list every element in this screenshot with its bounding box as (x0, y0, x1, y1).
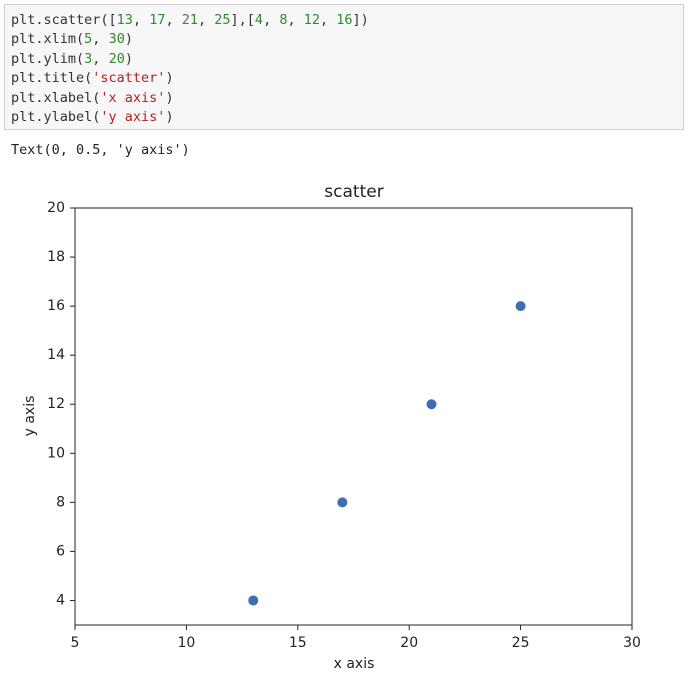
scatter-point (426, 399, 437, 410)
x-tick-label: 15 (289, 635, 307, 651)
y-tick-label: 18 (47, 249, 65, 265)
y-tick-label: 14 (47, 347, 65, 363)
code-line: plt.ylabel('y axis') (11, 109, 174, 126)
y-tick-label: 16 (47, 298, 65, 314)
x-tick-label: 10 (177, 635, 195, 651)
x-tick-label: 5 (71, 635, 80, 651)
y-tick-label: 20 (47, 200, 65, 216)
y-axis-label: y axis (22, 396, 38, 437)
y-tick-label: 10 (47, 445, 65, 461)
code-line: plt.scatter([13, 17, 21, 25],[4, 8, 12, … (11, 12, 369, 28)
y-tick-label: 4 (56, 592, 65, 608)
y-tick-label: 6 (56, 543, 65, 559)
output-text: Text(0, 0.5, 'y axis') (11, 142, 190, 158)
plot-frame (74, 207, 633, 626)
y-tick-label: 8 (56, 494, 65, 510)
x-tick-label: 25 (512, 635, 530, 651)
x-tick-label: 20 (400, 635, 418, 651)
code-line: plt.xlabel('x axis') (11, 89, 174, 106)
x-tick-label: 30 (623, 635, 641, 651)
code-cell[interactable]: plt.scatter([13, 17, 21, 25],[4, 8, 12, … (4, 4, 684, 130)
code-line: plt.xlim(5, 30) (11, 31, 133, 48)
code-line: plt.title('scatter') (11, 70, 174, 87)
chart-title: scatter (324, 182, 383, 202)
scatter-point (515, 301, 526, 312)
scatter-point (337, 497, 348, 508)
x-axis-label: x axis (334, 656, 375, 672)
y-tick-label: 12 (47, 396, 65, 412)
scatter-point (248, 595, 259, 606)
code-line: plt.ylim(3, 20) (11, 50, 133, 67)
